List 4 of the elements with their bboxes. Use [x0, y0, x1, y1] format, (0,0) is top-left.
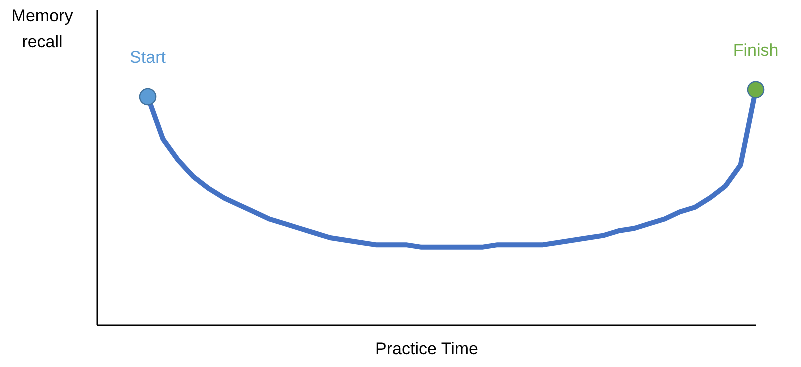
x-axis-title: Practice Time — [376, 340, 478, 358]
text: Finish — [733, 40, 779, 60]
y-axis-title: Memory recall — [12, 6, 74, 52]
text: Start — [130, 48, 166, 67]
